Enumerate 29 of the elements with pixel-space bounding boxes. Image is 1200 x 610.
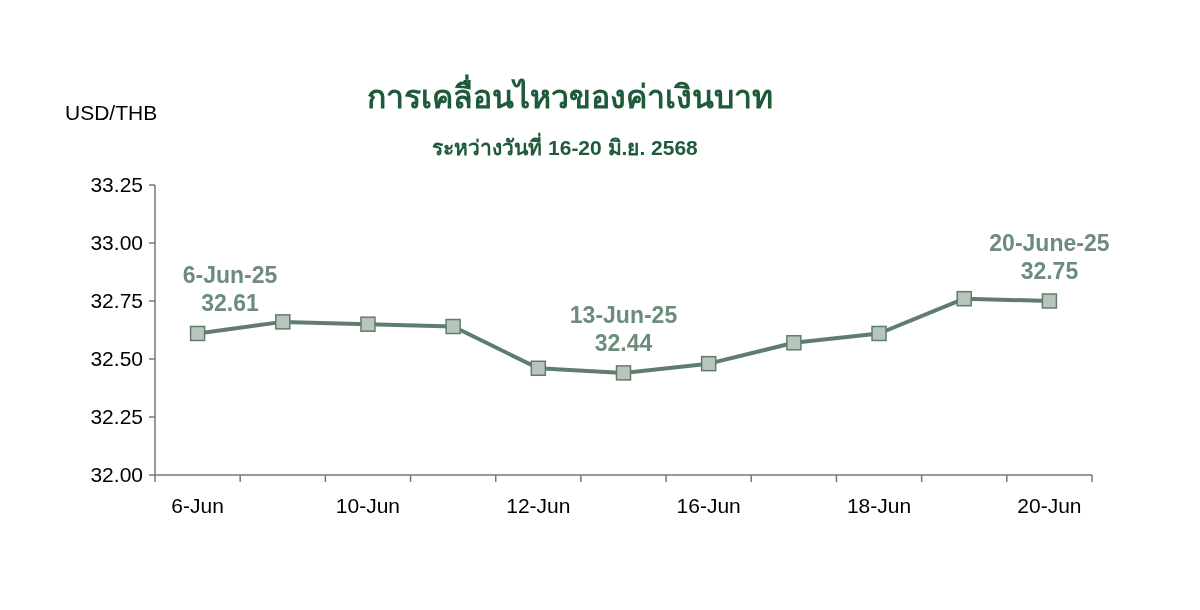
point [189, 325, 206, 342]
x-tick-label: 10-Jun [335, 494, 401, 517]
point [530, 360, 547, 377]
chart-title: การเคลื่อนไหวของค่าเงินบาท [367, 74, 773, 115]
x-tick-label: 6-Jun [171, 494, 224, 517]
y-tick-label: 33.25 [90, 173, 143, 196]
y-tick-label: 32.50 [90, 347, 143, 370]
y-tick-label: 32.00 [90, 463, 143, 486]
point [615, 365, 632, 381]
x-tick-label: 16-Jun [676, 494, 741, 517]
point [786, 335, 802, 351]
point [871, 325, 887, 342]
y-axis-title: USD/THB [65, 101, 158, 124]
y-tick-label: 32.25 [90, 405, 143, 428]
point [700, 355, 717, 372]
annotation: 6-Jun-25 32.61 [182, 262, 278, 317]
y-tick-label: 33.00 [90, 231, 143, 254]
chart-subtitle: ระหว่างวันที่ 16-20 มิ.ย. 2568 [432, 132, 699, 159]
annotation: 20-June-25 32.75 [989, 230, 1110, 284]
point [445, 318, 461, 335]
point [360, 316, 376, 332]
x-tick-label: 20-Jun [1017, 494, 1082, 517]
y-tick-label: 32.75 [90, 289, 143, 312]
point [956, 290, 972, 307]
point [1041, 293, 1058, 309]
x-tick-label: 18-Jun [846, 494, 912, 517]
annotation: 13-Jun-25 32.44 [569, 301, 678, 356]
point [275, 314, 291, 330]
x-tick-label: 12-Jun [506, 494, 571, 517]
